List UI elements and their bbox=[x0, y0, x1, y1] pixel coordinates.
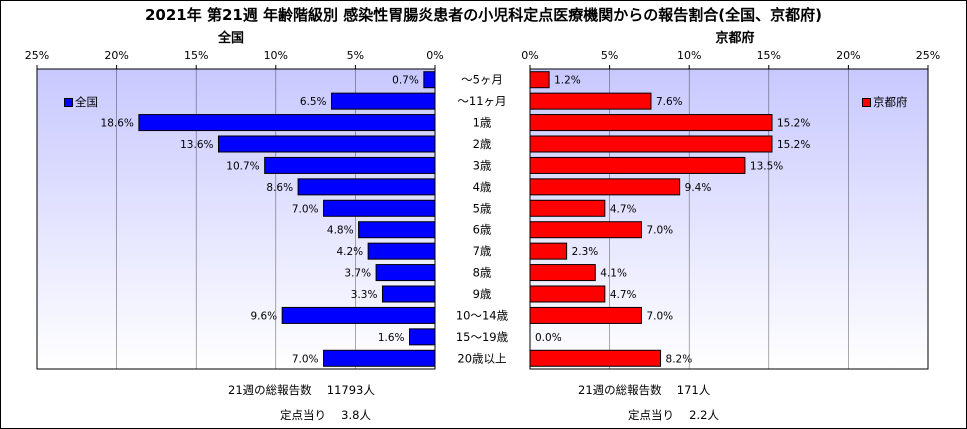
national-data-label: 6.5% bbox=[300, 96, 327, 108]
age-category-label: 10～14歳 bbox=[456, 308, 509, 322]
kyoto-legend-swatch bbox=[862, 97, 871, 107]
kyoto-data-label: 7.6% bbox=[656, 96, 683, 108]
kyoto-bar bbox=[529, 156, 746, 174]
national-bar bbox=[217, 135, 436, 153]
kyoto-bar bbox=[529, 349, 662, 367]
age-category-label: 1歳 bbox=[473, 116, 492, 130]
national-bar bbox=[264, 156, 436, 174]
kyoto-legend: 京都府 bbox=[862, 94, 908, 110]
age-category-label: 9歳 bbox=[473, 287, 492, 301]
chart-title: 2021年 第21週 年齢階級別 感染性胃腸炎患者の小児科定点医療機関からの報告… bbox=[144, 6, 822, 24]
national-data-label: 4.8% bbox=[327, 225, 354, 237]
national-data-label: 18.6% bbox=[101, 118, 134, 130]
kyoto-legend-label: 京都府 bbox=[873, 95, 908, 109]
kyoto-data-label: 8.2% bbox=[666, 353, 693, 365]
kyoto-bar bbox=[529, 306, 642, 324]
national-bar bbox=[409, 328, 436, 346]
national-bar bbox=[358, 221, 436, 239]
national-data-label: 10.7% bbox=[226, 160, 259, 172]
national-tick-label: 5% bbox=[347, 49, 364, 62]
kyoto-data-label: 9.4% bbox=[685, 182, 712, 194]
national-bar bbox=[367, 242, 436, 260]
kyoto-total-reports: 21週の総報告数 171人 bbox=[578, 383, 711, 397]
national-bar bbox=[297, 178, 436, 196]
kyoto-bar bbox=[529, 178, 681, 196]
age-category-label: 2歳 bbox=[473, 137, 492, 151]
kyoto-data-label: 13.5% bbox=[750, 160, 783, 172]
kyoto-tick-label: 15% bbox=[757, 49, 781, 62]
kyoto-bar bbox=[529, 285, 606, 303]
national-tick-label: 15% bbox=[184, 49, 208, 62]
national-bar bbox=[281, 306, 436, 324]
age-category-label: ～5ヶ月 bbox=[461, 73, 503, 87]
kyoto-data-label: 4.1% bbox=[600, 268, 627, 280]
kyoto-panel-title: 京都府 bbox=[715, 31, 755, 46]
kyoto-bar bbox=[529, 114, 773, 132]
age-category-label: 5歳 bbox=[473, 201, 492, 215]
age-category-label: 8歳 bbox=[473, 266, 492, 280]
kyoto-bar bbox=[529, 264, 596, 282]
kyoto-data-label: 1.2% bbox=[554, 75, 581, 87]
national-legend-label: 全国 bbox=[75, 95, 98, 109]
national-plot-area bbox=[36, 68, 436, 370]
age-category-label: 4歳 bbox=[473, 180, 492, 194]
age-category-label: 6歳 bbox=[473, 223, 492, 237]
kyoto-tick-label: 0% bbox=[521, 49, 538, 62]
national-data-label: 3.7% bbox=[344, 268, 371, 280]
national-data-label: 0.7% bbox=[392, 75, 419, 87]
national-data-label: 8.6% bbox=[266, 182, 293, 194]
kyoto-bar bbox=[529, 242, 568, 260]
kyoto-bar bbox=[529, 71, 550, 89]
national-data-label: 3.3% bbox=[351, 289, 378, 301]
kyoto-tick-label: 25% bbox=[916, 49, 940, 62]
national-panel-title: 全国 bbox=[217, 31, 244, 46]
age-category-label: 7歳 bbox=[473, 244, 492, 258]
national-legend: 全国 bbox=[64, 94, 98, 110]
kyoto-tick-label: 10% bbox=[677, 49, 701, 62]
national-data-label: 1.6% bbox=[378, 332, 405, 344]
national-tick-label: 25% bbox=[25, 49, 49, 62]
national-data-label: 9.6% bbox=[250, 310, 277, 322]
kyoto-bar bbox=[529, 221, 642, 239]
kyoto-data-label: 2.3% bbox=[572, 246, 599, 258]
national-bar bbox=[381, 285, 436, 303]
kyoto-bar bbox=[529, 92, 652, 110]
national-per-site: 定点当り 3.8人 bbox=[280, 408, 371, 422]
kyoto-per-site: 定点当り 2.2人 bbox=[628, 408, 719, 422]
national-tick-label: 20% bbox=[104, 49, 128, 62]
age-category-label: 3歳 bbox=[473, 158, 492, 172]
national-bar bbox=[375, 264, 436, 282]
age-category-label: 15～19歳 bbox=[456, 330, 509, 344]
kyoto-tick-label: 20% bbox=[836, 49, 860, 62]
national-total-reports: 21週の総報告数 11793人 bbox=[228, 383, 375, 397]
kyoto-data-label: 4.7% bbox=[610, 203, 637, 215]
national-data-label: 4.2% bbox=[336, 246, 363, 258]
kyoto-data-label: 7.0% bbox=[646, 225, 673, 237]
national-bar bbox=[323, 349, 436, 367]
national-bar bbox=[138, 114, 436, 132]
national-bar bbox=[423, 71, 436, 89]
kyoto-data-label: 15.2% bbox=[777, 118, 810, 130]
national-data-label: 13.6% bbox=[180, 139, 213, 151]
kyoto-tick-label: 5% bbox=[601, 49, 618, 62]
national-bar bbox=[331, 92, 436, 110]
national-legend-swatch bbox=[64, 97, 73, 107]
kyoto-data-label: 7.0% bbox=[646, 310, 673, 322]
national-tick-label: 0% bbox=[426, 49, 443, 62]
kyoto-data-label: 0.0% bbox=[535, 332, 562, 344]
kyoto-data-label: 4.7% bbox=[610, 289, 637, 301]
national-data-label: 7.0% bbox=[292, 203, 319, 215]
national-bar bbox=[323, 199, 436, 217]
age-category-label: ～11ヶ月 bbox=[457, 94, 506, 108]
kyoto-data-label: 15.2% bbox=[777, 139, 810, 151]
national-tick-label: 10% bbox=[264, 49, 288, 62]
kyoto-bar bbox=[529, 135, 773, 153]
kyoto-bar bbox=[529, 199, 606, 217]
age-category-label: 20歳以上 bbox=[457, 351, 506, 365]
kyoto-plot-area bbox=[529, 68, 929, 370]
national-data-label: 7.0% bbox=[292, 353, 319, 365]
